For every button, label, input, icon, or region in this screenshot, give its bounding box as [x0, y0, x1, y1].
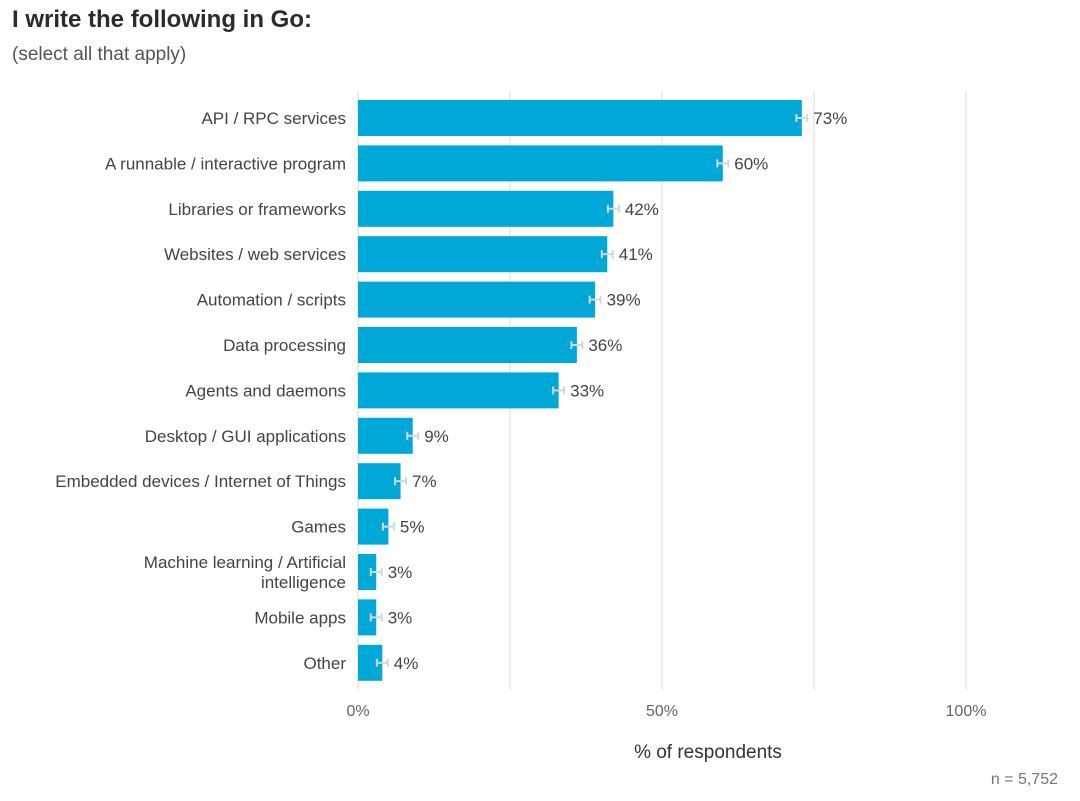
bar	[358, 599, 377, 636]
value-label: 33%	[570, 381, 604, 400]
category-label: Games	[291, 518, 346, 537]
chart-title: I write the following in Go:	[12, 6, 312, 33]
value-label: 4%	[394, 654, 419, 673]
value-label: 36%	[588, 336, 622, 355]
chart-subtitle: (select all that apply)	[12, 44, 187, 65]
bar	[358, 190, 614, 227]
category-label: Libraries or frameworks	[168, 200, 346, 219]
x-tick-label: 100%	[946, 703, 987, 720]
value-label: 3%	[388, 608, 413, 627]
value-label: 7%	[412, 472, 437, 491]
bar	[358, 463, 401, 500]
category-label: Embedded devices / Internet of Things	[55, 472, 346, 491]
category-label: Websites / web services	[164, 245, 346, 264]
value-label: 42%	[625, 200, 659, 219]
value-label: 73%	[813, 109, 847, 128]
category-label: Other	[303, 654, 346, 673]
value-label: 60%	[734, 154, 768, 173]
bar	[358, 145, 723, 182]
value-label: 39%	[607, 291, 641, 310]
value-label: 3%	[388, 563, 413, 582]
bar	[358, 281, 596, 318]
value-label: 9%	[424, 427, 449, 446]
category-label: Data processing	[223, 336, 346, 355]
value-label: 5%	[400, 518, 425, 537]
x-axis-title: % of respondents	[634, 742, 782, 763]
bars	[358, 100, 809, 681]
bar	[358, 100, 802, 136]
bar	[358, 372, 559, 409]
x-tick-label: 0%	[346, 703, 369, 720]
bar	[358, 417, 413, 454]
sample-size-note: n = 5,752	[990, 771, 1058, 788]
category-label: Automation / scripts	[197, 291, 346, 310]
x-tick-label: 50%	[646, 703, 678, 720]
bar	[358, 554, 377, 590]
bar	[358, 236, 608, 273]
category-label: Mobile apps	[254, 608, 346, 627]
category-label: API / RPC services	[201, 109, 346, 128]
category-label: Agents and daemons	[185, 381, 346, 400]
labels: 0% 50% 100% % of respondents 73% API / RPC se…	[55, 109, 986, 763]
category-label: Machine learning / Artificial intelligenc…	[144, 553, 346, 592]
bar	[358, 327, 577, 363]
category-label: Desktop / GUI applications	[145, 427, 346, 446]
category-label: A runnable / interactive program	[105, 154, 346, 173]
value-label: 41%	[619, 245, 653, 264]
